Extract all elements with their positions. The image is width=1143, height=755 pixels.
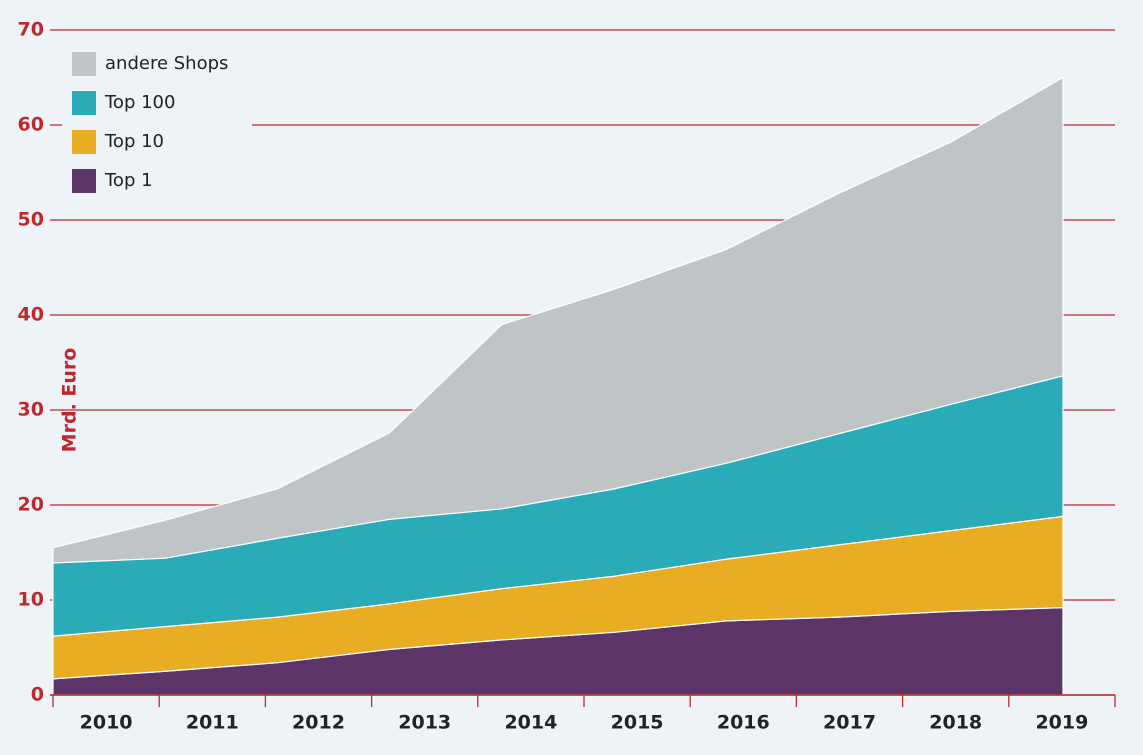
x-tick-label: 2018 [929, 712, 982, 734]
legend-label: andere Shops [105, 53, 228, 74]
y-axis-label: Mrd. Euro [59, 348, 81, 453]
x-tick-label: 2015 [611, 712, 664, 734]
x-tick-label: 2012 [292, 712, 345, 734]
legend-swatch [72, 130, 96, 154]
y-tick-label: 70 [18, 19, 44, 41]
y-tick-label: 50 [18, 209, 44, 231]
y-tick-label: 20 [18, 494, 44, 516]
x-tick-label: 2016 [717, 712, 770, 734]
x-tick-label: 2014 [504, 712, 557, 734]
legend-label: Top 10 [104, 131, 164, 152]
x-tick-label: 2011 [186, 712, 239, 734]
legend-swatch [72, 91, 96, 115]
legend-label: Top 1 [104, 170, 153, 191]
y-tick-label: 30 [18, 399, 44, 421]
y-tick-label: 10 [18, 589, 44, 611]
legend-swatch [72, 52, 96, 76]
legend-swatch [72, 169, 96, 193]
legend-label: Top 100 [104, 92, 175, 113]
x-tick-label: 2013 [398, 712, 451, 734]
x-tick-label: 2010 [80, 712, 133, 734]
x-tick-label: 2019 [1035, 712, 1088, 734]
y-tick-label: 40 [18, 304, 44, 326]
x-tick-label: 2017 [823, 712, 876, 734]
y-tick-label: 60 [18, 114, 44, 136]
y-tick-label: 0 [31, 684, 44, 706]
area [52, 76, 1064, 564]
